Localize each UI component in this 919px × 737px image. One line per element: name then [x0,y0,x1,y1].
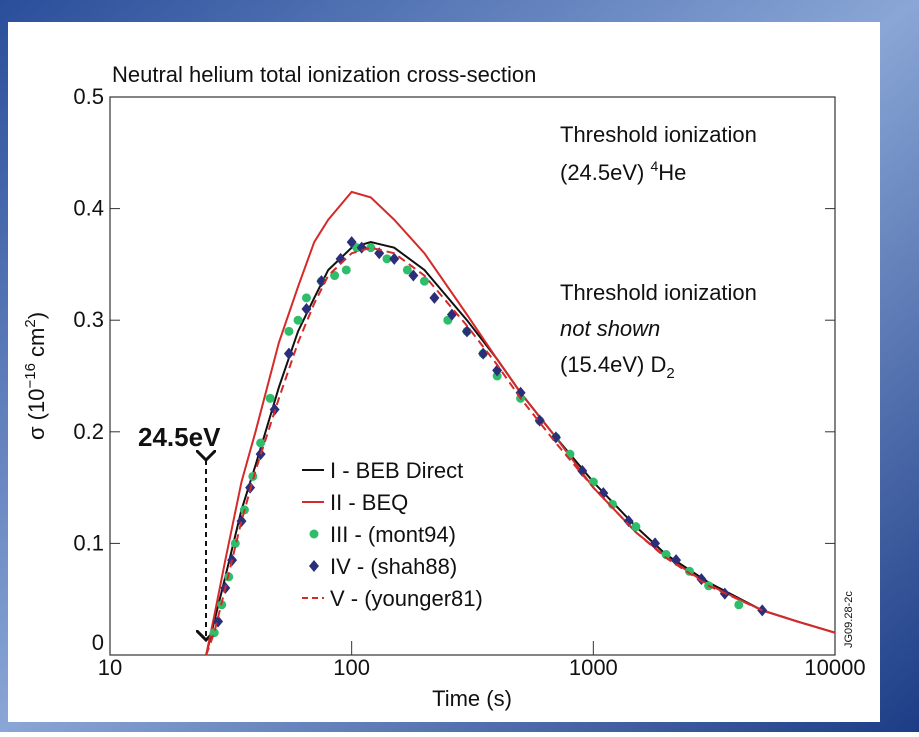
y-tick-label: 0.3 [73,307,104,332]
legend-marker [309,529,319,539]
data-point [256,438,266,448]
y-axis-label: σ (10−16 cm2) [22,312,49,440]
x-tick-label: 10 [98,655,122,680]
y-tick-label: 0.5 [73,84,104,109]
y-tick-label: 0.1 [73,530,104,555]
data-point [734,600,744,610]
annotation-part: He [658,160,686,185]
data-point [356,241,367,254]
data-point [389,252,400,265]
data-point [316,275,327,288]
data-point [631,522,641,532]
data-point [461,325,472,338]
legend-label: III - (mont94) [330,522,456,547]
y-tick-label: 0.2 [73,419,104,444]
y-tick-label: 0 [92,630,104,655]
data-point [248,471,258,481]
annotation: (24.5eV) 4He [560,158,686,185]
data-point [283,347,294,360]
annotation-part: (24.5eV) [560,160,651,185]
x-tick-label: 10000 [804,655,865,680]
annotation: Threshold ionization [560,122,757,147]
data-point [301,303,312,316]
data-point [408,269,419,282]
data-point [366,243,376,253]
data-point [419,276,429,286]
legend-label: V - (younger81) [330,586,483,611]
data-point [492,364,503,377]
y-label-part: σ (10 [24,389,49,441]
annotation-sub: 2 [666,365,674,382]
data-point [661,550,671,560]
legend-label: IV - (shah88) [330,554,457,579]
y-label-sup: 2 [22,319,39,327]
legend-marker [309,560,319,572]
figure-id: JG09.28-2c [843,591,855,648]
x-tick-label: 100 [333,655,370,680]
annotation-sup: 4 [651,158,659,174]
data-point [534,414,545,427]
chart-title: Neutral helium total ionization cross-se… [112,62,536,87]
x-tick-label: 1000 [569,655,618,680]
data-point [478,347,489,360]
data-point [284,326,294,336]
data-point [265,393,275,403]
x-axis-label: Time (s) [432,686,512,711]
annotation-part: (15.4eV) D [560,352,666,377]
data-point [382,254,392,264]
y-label-part: cm [24,328,49,363]
data-point [623,515,634,528]
series-line [205,246,836,656]
legend-label: II - BEQ [330,490,408,515]
data-point [230,538,240,548]
arrow-label: 24.5eV [138,422,221,452]
data-point [293,315,303,325]
annotation: (15.4eV) D2 [560,352,675,382]
data-point [346,236,357,249]
data-point [330,271,340,281]
data-point [341,265,351,275]
y-tick-label: 0.4 [73,196,104,221]
y-label-part: ) [24,312,49,319]
data-point [301,293,311,303]
data-point [402,265,412,275]
data-point [577,464,588,477]
data-point [671,554,682,567]
annotation: Threshold ionization [560,280,757,305]
data-point [209,628,219,638]
annotation: not shown [560,316,660,341]
legend-label: I - BEB Direct [330,458,463,483]
plot-frame [109,96,836,656]
data-point [650,537,661,550]
y-label-sup: −16 [22,363,39,388]
data-point [236,515,247,528]
data-point [429,291,440,304]
data-point [269,403,280,416]
plot: 0 0.1 0.2 0.3 0.4 0.5 10 100 1000 10000 I - BEB Di… [73,84,865,680]
